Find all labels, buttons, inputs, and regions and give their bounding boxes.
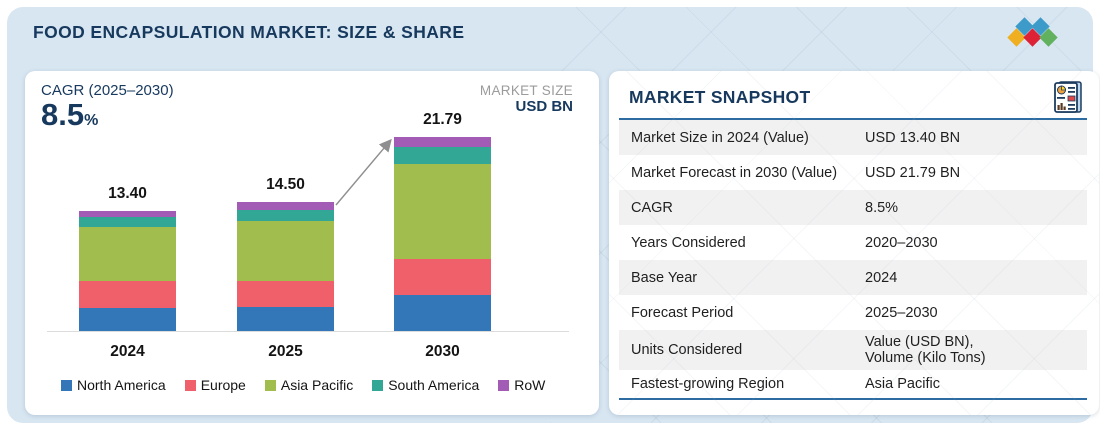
row-label: Years Considered [631,234,746,251]
segment-asia-pacific-2030 [394,164,491,259]
row-value: 8.5% [865,199,899,216]
row-label: Base Year [631,269,698,286]
legend-label: Asia Pacific [280,377,354,393]
legend-label: North America [77,377,166,393]
table-row: CAGR 8.5% [619,190,1087,225]
legend-label: RoW [514,377,546,393]
snapshot-bottom-divider [619,398,1087,400]
legend-label: South America [388,377,480,393]
brand-logo-icon [1003,17,1059,49]
x-axis-label-2025: 2025 [268,343,303,360]
stacked-bar-chart: 13.40 2024 14.50 2025 21.79 2030 [25,71,599,360]
row-label: Market Size in 2024 (Value) [631,129,809,146]
legend-item-europe: Europe [184,377,246,393]
x-axis-line [47,331,569,332]
x-axis-label-2030: 2030 [425,343,460,360]
segment-europe-2024 [79,281,176,308]
cagr-label: CAGR (2025–2030) [41,82,174,99]
segment-europe-2025 [237,281,334,307]
snapshot-title: MARKET SNAPSHOT [629,87,811,107]
segment-north-america-2025 [237,307,334,331]
legend-swatch-icon [264,379,276,391]
report-document-icon [1053,80,1083,119]
segment-row-2024 [79,211,176,217]
row-value: 2020–2030 [865,234,938,251]
bar-value-label-2024: 13.40 [108,185,147,202]
legend-label: Europe [200,377,246,393]
segment-south-america-2030 [394,147,491,164]
legend-swatch-icon [184,379,196,391]
legend-swatch-icon [498,379,510,391]
market-size-block: MARKET SIZE USD BN [480,83,573,115]
row-value: USD 13.40 BN [865,129,961,146]
segment-row-2025 [237,202,334,210]
cagr-value: 8.5% [41,97,99,132]
page-title: FOOD ENCAPSULATION MARKET: SIZE & SHARE [33,22,465,42]
row-value: 2025–2030 [865,304,938,321]
segment-south-america-2024 [79,217,176,227]
table-row: Units Considered Value (USD BN), Volume (… [619,330,1087,370]
snapshot-table: Market Size in 2024 (Value) USD 13.40 BN M… [619,120,1087,398]
table-row: Years Considered 2020–2030 [619,225,1087,260]
bar-2024 [79,211,176,331]
table-row: Market Forecast in 2030 (Value) USD 21.79… [619,155,1087,190]
market-chart-card: CAGR (2025–2030) 8.5% MARKET SIZE USD BN… [25,71,599,415]
row-label: Units Considered [631,342,743,358]
infographic-background: FOOD ENCAPSULATION MARKET: SIZE & SHARE … [7,7,1099,423]
row-value: Asia Pacific [865,376,940,392]
table-row: Forecast Period 2025–2030 [619,295,1087,330]
row-value: 2024 [865,269,898,286]
table-row: Base Year 2024 [619,260,1087,295]
segment-south-america-2025 [237,210,334,221]
market-snapshot-card: MARKET SNAPSHOT [609,71,1099,415]
bar-2025 [237,202,334,331]
snapshot-top-divider [619,118,1087,120]
segment-asia-pacific-2024 [79,227,176,281]
cagr-percent-sign: % [84,112,99,129]
table-row: Market Size in 2024 (Value) USD 13.40 BN [619,120,1087,155]
row-label: Market Forecast in 2030 (Value) [631,164,838,181]
legend-item-north-america: North America [61,377,166,393]
chart-legend: North America Europe Asia Pacific South Ame… [61,377,589,393]
legend-item-south-america: South America [372,377,479,393]
segment-europe-2030 [394,259,491,295]
x-axis-label-2024: 2024 [110,343,145,360]
legend-item-row: RoW [498,377,545,393]
segment-north-america-2024 [79,308,176,331]
row-label: Forecast Period [631,304,734,321]
row-value: USD 21.79 BN [865,164,961,181]
snapshot-header: MARKET SNAPSHOT [609,71,1099,118]
row-label: CAGR [631,199,673,216]
row-value: Value (USD BN), Volume (Kilo Tons) [865,334,986,366]
segment-asia-pacific-2025 [237,221,334,281]
market-size-unit: USD BN [515,98,573,115]
bar-value-label-2025: 14.50 [266,176,305,193]
bar-2030 [394,137,491,331]
legend-item-asia-pacific: Asia Pacific [264,377,354,393]
segment-north-america-2030 [394,295,491,331]
segment-row-2030 [394,137,491,147]
table-row: Fastest-growing Region Asia Pacific [619,370,1087,398]
row-label: Fastest-growing Region [631,376,785,392]
cagr-block: CAGR (2025–2030) 8.5% [41,82,174,132]
market-size-label: MARKET SIZE [479,83,573,98]
bar-value-label-2030: 21.79 [423,111,462,128]
legend-swatch-icon [372,379,384,391]
legend-swatch-icon [61,379,72,391]
